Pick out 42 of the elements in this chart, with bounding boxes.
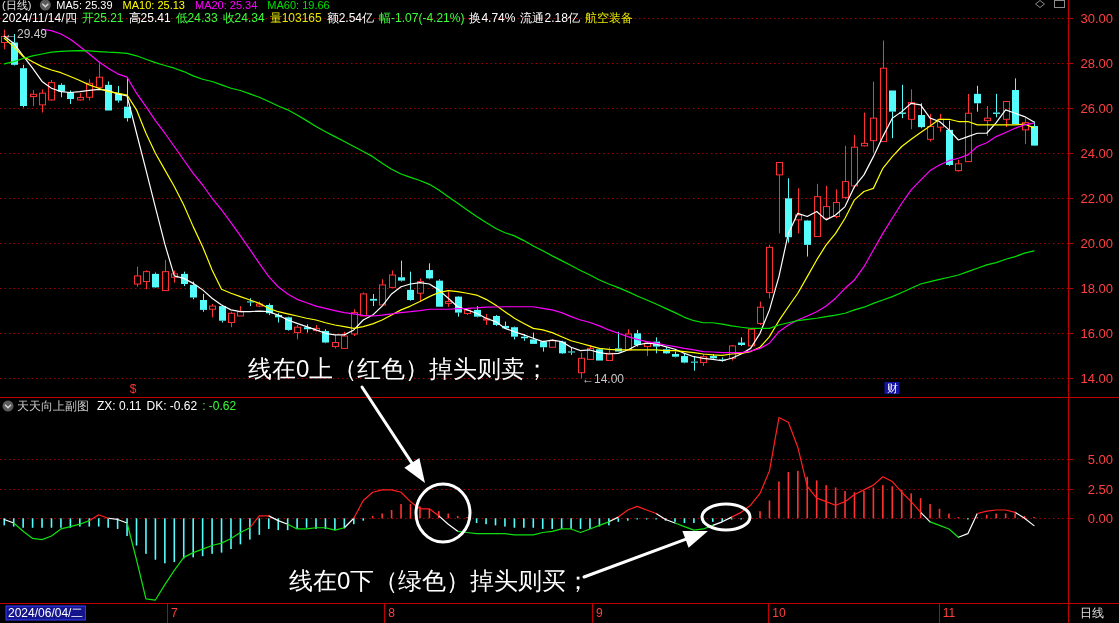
- chart-title: (日线): [2, 0, 32, 11]
- x-tick-label: 9: [596, 606, 604, 620]
- annotation: : -0.62: [202, 399, 237, 413]
- annotation: 航空装备: [584, 11, 633, 25]
- annotation: 量103165: [269, 11, 323, 25]
- y-tick-label: 24.00: [1080, 146, 1113, 161]
- y-tick-label: 16.00: [1080, 326, 1113, 341]
- y-tick-label: 2.50: [1087, 482, 1113, 497]
- x-tick-label: 8: [388, 606, 396, 620]
- annotation: DK: -0.62: [146, 399, 198, 413]
- series-names: MA5: 25.39 MA10: 25.13 MA20: 25.34 MA60: 19.66: [56, 0, 330, 11]
- text: 2024/06/04/二: [8, 606, 84, 620]
- y-tick-label: 14.00: [1080, 371, 1113, 386]
- y-tick-label: 26.00: [1080, 101, 1113, 116]
- annotation: $: [129, 382, 137, 396]
- annotation: 流通2.18亿: [520, 11, 580, 25]
- y-tick-label: 22.00: [1080, 191, 1113, 206]
- x-tick-label: 7: [170, 606, 178, 620]
- annotation: 幅-1.07(-4.21%): [379, 11, 465, 25]
- y-tick-label: 30.00: [1080, 11, 1113, 26]
- x-tick-label: 11: [942, 606, 956, 620]
- chart-title: 天天向上副图: [17, 399, 89, 413]
- annotation: 开25.21: [81, 11, 124, 25]
- text: 日线: [1080, 606, 1104, 620]
- annotation: ←14.00: [582, 372, 625, 386]
- annotation: 2024/11/14/四: [2, 11, 77, 25]
- annotation: 换4.74%: [469, 11, 516, 25]
- y-tick-label: 0.00: [1087, 511, 1113, 526]
- annotation: 低24.33: [175, 11, 218, 25]
- y-tick-label: 28.00: [1080, 56, 1113, 71]
- annotation: 线在0上（红色）掉头则卖；: [248, 355, 550, 382]
- x-tick-label: 10: [772, 606, 786, 620]
- annotation: 收24.34: [222, 11, 265, 25]
- y-tick-label: 5.00: [1087, 452, 1113, 467]
- y-tick-label: 18.00: [1080, 281, 1113, 296]
- annotation: ZX: 0.11: [97, 399, 142, 413]
- annotation: 高25.41: [128, 11, 171, 25]
- y-tick-label: 20.00: [1080, 236, 1113, 251]
- annotation: 财: [886, 382, 898, 394]
- annotation: 额2.54亿: [326, 11, 375, 25]
- annotation: 线在0下（绿色）掉头则买；: [289, 567, 591, 594]
- annotation: ←29.49: [5, 27, 48, 41]
